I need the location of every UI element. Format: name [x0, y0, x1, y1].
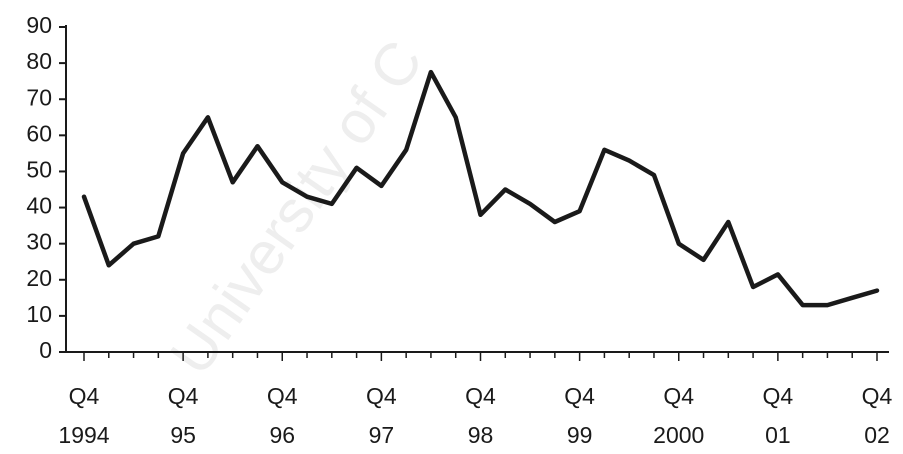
x-tick-label: Q4 01: [763, 383, 794, 448]
y-tick-label: 20: [26, 265, 52, 291]
x-tick-label-line: Q4: [267, 383, 298, 409]
x-tick-label-line: 02: [864, 422, 890, 448]
x-tick-label-line: 99: [567, 422, 593, 448]
x-tick-label: Q4 96: [267, 383, 298, 448]
x-tick-label: Q4 95: [168, 383, 199, 448]
x-tick-label-line: 01: [765, 422, 791, 448]
x-tick-label-line: 2000: [653, 422, 704, 448]
x-tick-label-line: Q4: [465, 383, 496, 409]
x-tick-label-line: Q4: [564, 383, 595, 409]
y-tick-label: 70: [26, 84, 52, 110]
y-tick-label: 0: [39, 337, 52, 363]
x-tick-label: Q4 02: [862, 383, 893, 448]
x-tick-label-line: Q4: [168, 383, 199, 409]
x-tick-label-line: Q4: [862, 383, 893, 409]
x-tick-label-line: Q4: [366, 383, 397, 409]
x-tick-label-line: 96: [269, 422, 295, 448]
x-tick-label: Q4 2000: [653, 383, 704, 448]
x-tick-label: Q4 98: [465, 383, 496, 448]
y-tick-label: 10: [26, 301, 52, 327]
x-tick-label-line: 95: [170, 422, 196, 448]
x-tick-label-line: Q4: [69, 383, 100, 409]
x-tick-label-line: 98: [468, 422, 494, 448]
x-tick-label-line: Q4: [663, 383, 694, 409]
line-series: [81, 69, 880, 308]
y-tick-label: 50: [26, 157, 52, 183]
y-tick-label: 40: [26, 193, 52, 219]
x-tick-label-line: Q4: [763, 383, 794, 409]
y-tick-label: 80: [26, 48, 52, 74]
x-tick-label: Q4 1994: [58, 383, 109, 448]
y-tick-label: 60: [26, 120, 52, 146]
x-tick-label: Q4 99: [564, 383, 595, 448]
y-tick-label: 30: [26, 229, 52, 255]
watermark: University of C: [157, 28, 436, 386]
x-tick-label: Q4 97: [366, 383, 397, 448]
x-tick-label-line: 1994: [58, 422, 109, 448]
y-tick-label: 90: [26, 12, 52, 38]
x-tick-label-line: 97: [369, 422, 395, 448]
